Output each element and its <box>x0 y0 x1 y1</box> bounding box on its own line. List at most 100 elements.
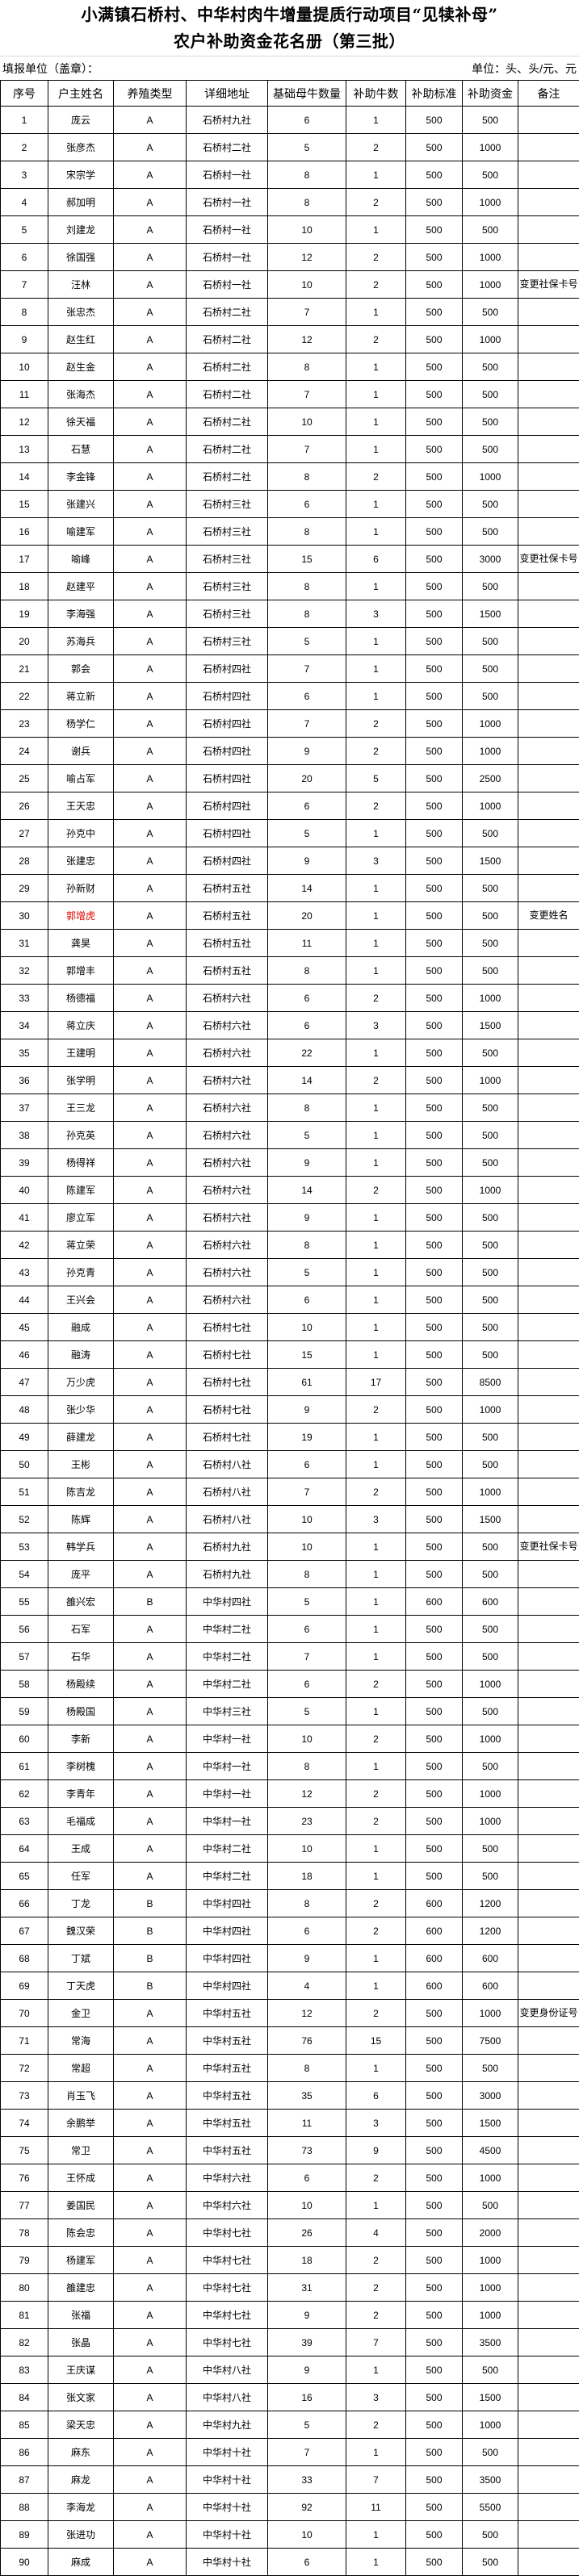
cell-remark <box>518 1615 579 1643</box>
cell-base-cows: 8 <box>267 600 346 628</box>
cell-type: A <box>113 1560 187 1588</box>
cell-base-cows: 12 <box>267 243 346 271</box>
cell-type: A <box>113 1505 187 1533</box>
cell-type: B <box>113 1944 187 1972</box>
cell-remark <box>518 1066 579 1094</box>
col-header-address: 详细地址 <box>186 80 268 107</box>
cell-name: 毛福成 <box>48 1807 114 1835</box>
cell-type: A <box>113 2465 187 2494</box>
cell-index: 84 <box>0 2383 48 2411</box>
cell-base-cows: 6 <box>267 2548 346 2576</box>
table-row: 73 肖玉飞 A 中华村五社 35 6 500 3000 <box>0 2081 579 2110</box>
cell-remark: 变更社保卡号 <box>518 1533 579 1561</box>
cell-index: 47 <box>0 1368 48 1396</box>
cell-index: 30 <box>0 901 48 930</box>
cell-amount: 1000 <box>462 1176 518 1204</box>
cell-base-cows: 8 <box>267 517 346 546</box>
cell-type: A <box>113 106 187 134</box>
cell-standard: 600 <box>405 1972 463 2000</box>
cell-type: A <box>113 517 187 546</box>
cell-name: 陈建军 <box>48 1176 114 1204</box>
cell-index: 82 <box>0 2328 48 2356</box>
cell-index: 43 <box>0 1258 48 1286</box>
cell-address: 石桥村六社 <box>186 1286 268 1314</box>
cell-name: 孙克青 <box>48 1258 114 1286</box>
cell-address: 中华村一社 <box>186 1725 268 1753</box>
cell-remark <box>518 1505 579 1533</box>
cell-amount: 3000 <box>462 545 518 573</box>
cell-subsidy-cows: 3 <box>346 2109 406 2137</box>
cell-address: 中华村五社 <box>186 2026 268 2055</box>
cell-remark <box>518 1560 579 1588</box>
cell-name: 薛建龙 <box>48 1423 114 1451</box>
col-header-base-cows: 基础母牛数量 <box>267 80 346 107</box>
table-row: 72 常超 A 中华村五社 8 1 500 500 <box>0 2054 579 2082</box>
cell-amount: 500 <box>462 682 518 710</box>
cell-address: 石桥村三社 <box>186 490 268 518</box>
cell-address: 中华村一社 <box>186 1752 268 1780</box>
cell-address: 中华村一社 <box>186 1807 268 1835</box>
cell-subsidy-cows: 2 <box>346 2246 406 2274</box>
cell-index: 44 <box>0 1286 48 1314</box>
cell-index: 37 <box>0 1094 48 1122</box>
cell-name: 蒋立庆 <box>48 1011 114 1039</box>
table-row: 62 李青年 A 中华村一社 12 2 500 1000 <box>0 1779 579 1808</box>
cell-remark <box>518 2136 579 2164</box>
cell-type: A <box>113 764 187 792</box>
cell-amount: 500 <box>462 2054 518 2082</box>
cell-standard: 500 <box>405 2438 463 2466</box>
cell-name: 蒋立荣 <box>48 1231 114 1259</box>
table-row: 7 汪林 A 石桥村一社 10 2 500 1000 变更社保卡号 <box>0 270 579 299</box>
cell-type: A <box>113 462 187 491</box>
cell-subsidy-cows: 1 <box>346 1862 406 1890</box>
cell-name: 杨殿续 <box>48 1670 114 1698</box>
cell-name: 喻建军 <box>48 517 114 546</box>
cell-index: 32 <box>0 956 48 985</box>
table-row: 27 孙克中 A 石桥村四社 5 1 500 500 <box>0 819 579 847</box>
cell-address: 石桥村二社 <box>186 325 268 353</box>
cell-remark: 变更身份证号 <box>518 1999 579 2027</box>
cell-remark <box>518 654 579 683</box>
cell-base-cows: 9 <box>267 737 346 765</box>
cell-address: 石桥村二社 <box>186 435 268 463</box>
cell-base-cows: 5 <box>267 819 346 847</box>
cell-remark <box>518 1423 579 1451</box>
col-header-type: 养殖类型 <box>113 80 187 107</box>
cell-index: 85 <box>0 2411 48 2439</box>
cell-base-cows: 9 <box>267 2356 346 2384</box>
cell-standard: 500 <box>405 1560 463 1588</box>
cell-remark <box>518 1752 579 1780</box>
cell-index: 65 <box>0 1862 48 1890</box>
cell-standard: 500 <box>405 325 463 353</box>
cell-standard: 500 <box>405 215 463 244</box>
cell-index: 53 <box>0 1533 48 1561</box>
cell-standard: 500 <box>405 1011 463 1039</box>
cell-subsidy-cows: 1 <box>346 380 406 408</box>
cell-address: 石桥村四社 <box>186 654 268 683</box>
cell-remark <box>518 764 579 792</box>
cell-type: A <box>113 490 187 518</box>
cell-address: 中华村二社 <box>186 1834 268 1863</box>
cell-name: 赵生金 <box>48 353 114 381</box>
cell-standard: 500 <box>405 2054 463 2082</box>
cell-index: 83 <box>0 2356 48 2384</box>
cell-base-cows: 8 <box>267 353 346 381</box>
cell-type: A <box>113 1203 187 1232</box>
cell-address: 石桥村八社 <box>186 1478 268 1506</box>
cell-name: 王三龙 <box>48 1094 114 1122</box>
table-row: 51 陈吉龙 A 石桥村八社 7 2 500 1000 <box>0 1478 579 1506</box>
cell-name: 常卫 <box>48 2136 114 2164</box>
cell-address: 中华村四社 <box>186 1587 268 1616</box>
cell-address: 石桥村二社 <box>186 380 268 408</box>
cell-base-cows: 6 <box>267 792 346 820</box>
cell-subsidy-cows: 2 <box>346 243 406 271</box>
cell-base-cows: 10 <box>267 1533 346 1561</box>
cell-address: 中华村十社 <box>186 2548 268 2576</box>
cell-name: 石慧 <box>48 435 114 463</box>
cell-amount: 500 <box>462 380 518 408</box>
cell-standard: 500 <box>405 1121 463 1149</box>
cell-remark <box>518 2191 579 2219</box>
cell-amount: 500 <box>462 517 518 546</box>
table-row: 49 薛建龙 A 石桥村七社 19 1 500 500 <box>0 1423 579 1451</box>
cell-type: A <box>113 2273 187 2302</box>
